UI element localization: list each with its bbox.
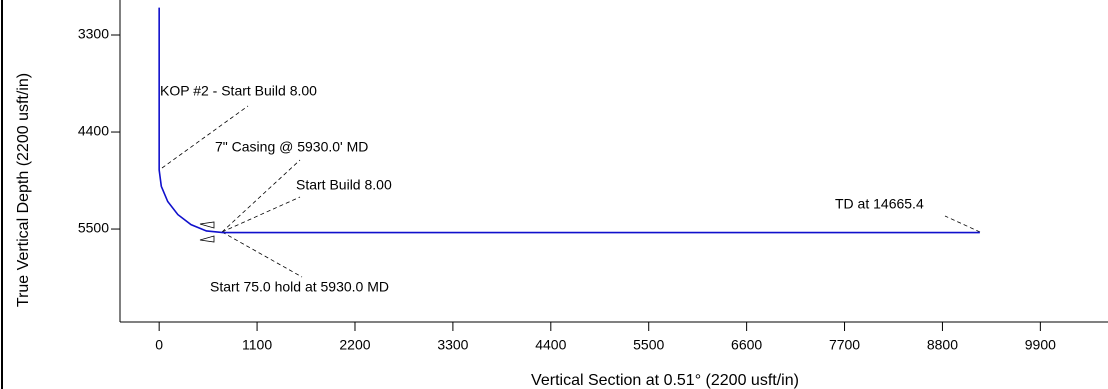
leader-line — [221, 196, 301, 233]
x-tick-label: 8800 — [927, 337, 958, 353]
y-tick-label: 3300 — [78, 26, 109, 42]
x-tick-label: 3300 — [437, 337, 468, 353]
leader-line — [221, 231, 303, 278]
y-axis-label: True Vertical Depth (2200 usft/in) — [15, 73, 32, 307]
x-tick-label: 9900 — [1025, 337, 1056, 353]
x-axis-label: Vertical Section at 0.51° (2200 usft/in) — [531, 372, 799, 389]
marker — [199, 221, 215, 243]
annotations: KOP #2 - Start Build 8.00 7" Casing @ 59… — [160, 83, 981, 295]
annotation: TD at 14665.4 — [835, 196, 924, 212]
y-tick-label: 4400 — [78, 123, 109, 139]
annotation: KOP #2 - Start Build 8.00 — [160, 83, 317, 99]
x-tick-label: 1100 — [242, 337, 272, 353]
well-path — [158, 7, 980, 234]
annotation: Start Build 8.00 — [296, 177, 392, 193]
x-tick-label: 5500 — [633, 337, 664, 353]
x-tick-label: 4400 — [535, 337, 566, 353]
x-tick-label: 2200 — [339, 337, 370, 353]
leader-line — [944, 215, 981, 233]
annotation: Start 75.0 hold at 5930.0 MD — [210, 279, 389, 295]
x-tick-label: 0 — [155, 337, 163, 353]
y-tick-label: 5500 — [78, 220, 109, 236]
annotation: 7" Casing @ 5930.0' MD — [215, 139, 368, 155]
x-tick-label: 6600 — [731, 337, 762, 353]
x-tick-label: 7700 — [829, 337, 860, 353]
leader-line — [161, 105, 249, 169]
leader-line — [221, 159, 301, 233]
